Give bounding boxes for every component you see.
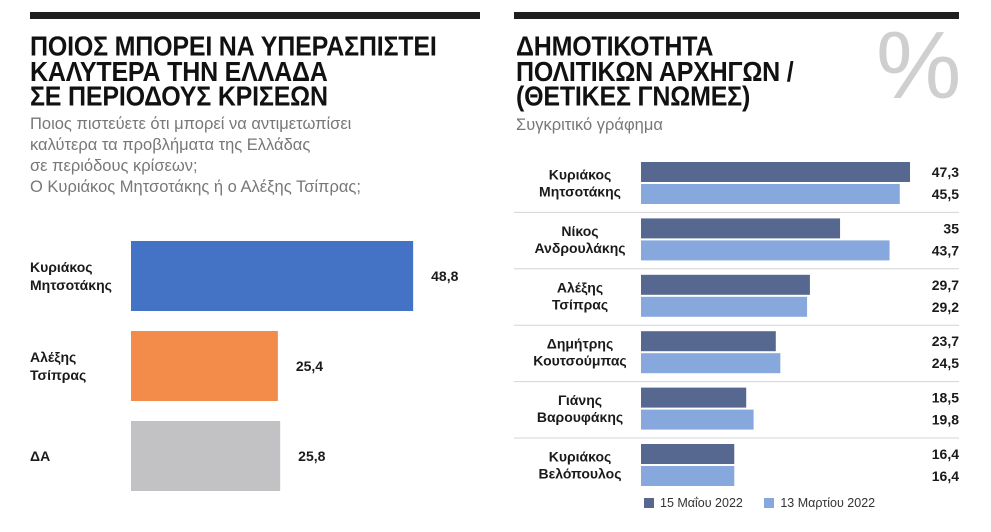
right-value-label-6-series-1: 16,4 xyxy=(932,446,959,462)
left-category-label-1: Κυριάκος Μητσοτάκης xyxy=(30,259,112,293)
right-category-label-1: Κυριάκος Μητσοτάκης xyxy=(539,167,621,200)
right-chart-subtitle: Συγκριτικό γράφημα xyxy=(516,116,663,134)
right-bar-2-series-2 xyxy=(641,240,890,261)
left-category-label-2: Αλέξης Τσίπρας xyxy=(30,349,86,383)
legend-label-series-2: 13 Μαρτίου 2022 xyxy=(780,496,876,510)
legend-swatch-series-1 xyxy=(644,498,654,508)
left-bar-2 xyxy=(131,331,278,401)
right-value-label-3-series-1: 29,7 xyxy=(932,277,959,293)
right-category-label-3: Αλέξης Τσίπρας xyxy=(552,279,608,312)
left-bar-chart: Κυριάκος Μητσοτάκης 48,8 Αλέξης Τσίπρας 25,4 Δ… xyxy=(30,241,459,491)
right-top-rule xyxy=(514,12,959,19)
right-bar-5-series-1 xyxy=(641,387,747,408)
right-chart-panel: ΔΗΜΟΤΙΚΟΤΗΤΑ ΠΟΛΙΤΙΚΩΝ ΑΡΧΗΓΩΝ / (ΘΕΤΙΚΕ… xyxy=(514,0,991,532)
right-bar-5-series-2 xyxy=(641,409,754,430)
legend-item-series-1: 15 Μαΐου 2022 xyxy=(644,496,743,510)
legend-swatch-series-2 xyxy=(764,498,775,508)
right-bar-3-series-2 xyxy=(641,296,808,317)
right-bar-4-series-2 xyxy=(641,353,781,374)
chart-legend: 15 Μαΐου 2022 13 Μαρτίου 2022 xyxy=(644,496,893,511)
left-bar-1 xyxy=(131,241,414,311)
left-chart-title: ΠΟΙΟΣ ΜΠΟΡΕΙ ΝΑ ΥΠΕΡΑΣΠΙΣΤΕΙ ΚΑΛΥΤΕΡΑ ΤΗ… xyxy=(30,30,437,113)
right-value-label-3-series-2: 29,2 xyxy=(932,299,959,315)
right-category-label-5: Γιάνης Βαρουφάκης xyxy=(537,392,623,425)
right-value-label-4-series-2: 24,5 xyxy=(932,355,959,371)
right-value-label-2-series-1: 35 xyxy=(943,220,959,236)
right-value-label-1-series-2: 45,5 xyxy=(932,186,959,202)
left-bar-3 xyxy=(131,421,281,491)
left-value-label-2: 25,4 xyxy=(296,358,323,374)
right-bar-3-series-1 xyxy=(641,274,810,295)
right-bar-1-series-1 xyxy=(641,162,911,182)
right-grouped-bar-chart: 47,3 45,5 Κυριάκος Μητσοτάκης 35 43,7 Νίκος Ανδ… xyxy=(514,162,959,486)
right-category-label-4: Δημήτρης Κουτσούμπας xyxy=(533,336,626,369)
left-top-rule xyxy=(30,12,480,19)
right-value-label-1-series-1: 47,3 xyxy=(932,164,959,180)
right-category-label-2: Νίκος Ανδρουλάκης xyxy=(534,223,625,256)
right-value-label-5-series-2: 19,8 xyxy=(932,412,959,428)
right-value-label-5-series-1: 18,5 xyxy=(932,390,959,406)
left-value-label-1: 48,8 xyxy=(431,268,458,284)
right-bar-4-series-1 xyxy=(641,331,776,352)
right-value-label-2-series-2: 43,7 xyxy=(932,242,959,258)
percent-icon: % xyxy=(876,12,962,119)
left-value-label-3: 25,8 xyxy=(298,448,325,464)
left-chart-panel: ΠΟΙΟΣ ΜΠΟΡΕΙ ΝΑ ΥΠΕΡΑΣΠΙΣΤΕΙ ΚΑΛΥΤΕΡΑ ΤΗ… xyxy=(0,0,486,532)
left-chart-question: Ποιος πιστεύετε ότι μπορεί να αντιμετωπί… xyxy=(30,115,361,196)
right-chart-title: ΔΗΜΟΤΙΚΟΤΗΤΑ ΠΟΛΙΤΙΚΩΝ ΑΡΧΗΓΩΝ / (ΘΕΤΙΚΕ… xyxy=(516,30,794,113)
right-value-label-6-series-2: 16,4 xyxy=(932,468,959,484)
right-bar-6-series-1 xyxy=(641,444,735,464)
right-bar-6-series-2 xyxy=(641,466,735,486)
right-bar-1-series-2 xyxy=(641,184,900,204)
legend-item-series-2: 13 Μαρτίου 2022 xyxy=(764,496,875,510)
right-category-label-6: Κυριάκος Βελόπουλος xyxy=(538,449,621,482)
right-value-label-4-series-1: 23,7 xyxy=(932,333,959,349)
legend-label-series-1: 15 Μαΐου 2022 xyxy=(660,496,743,510)
right-bar-2-series-1 xyxy=(641,218,841,239)
left-category-label-3: ΔΑ xyxy=(30,448,50,464)
